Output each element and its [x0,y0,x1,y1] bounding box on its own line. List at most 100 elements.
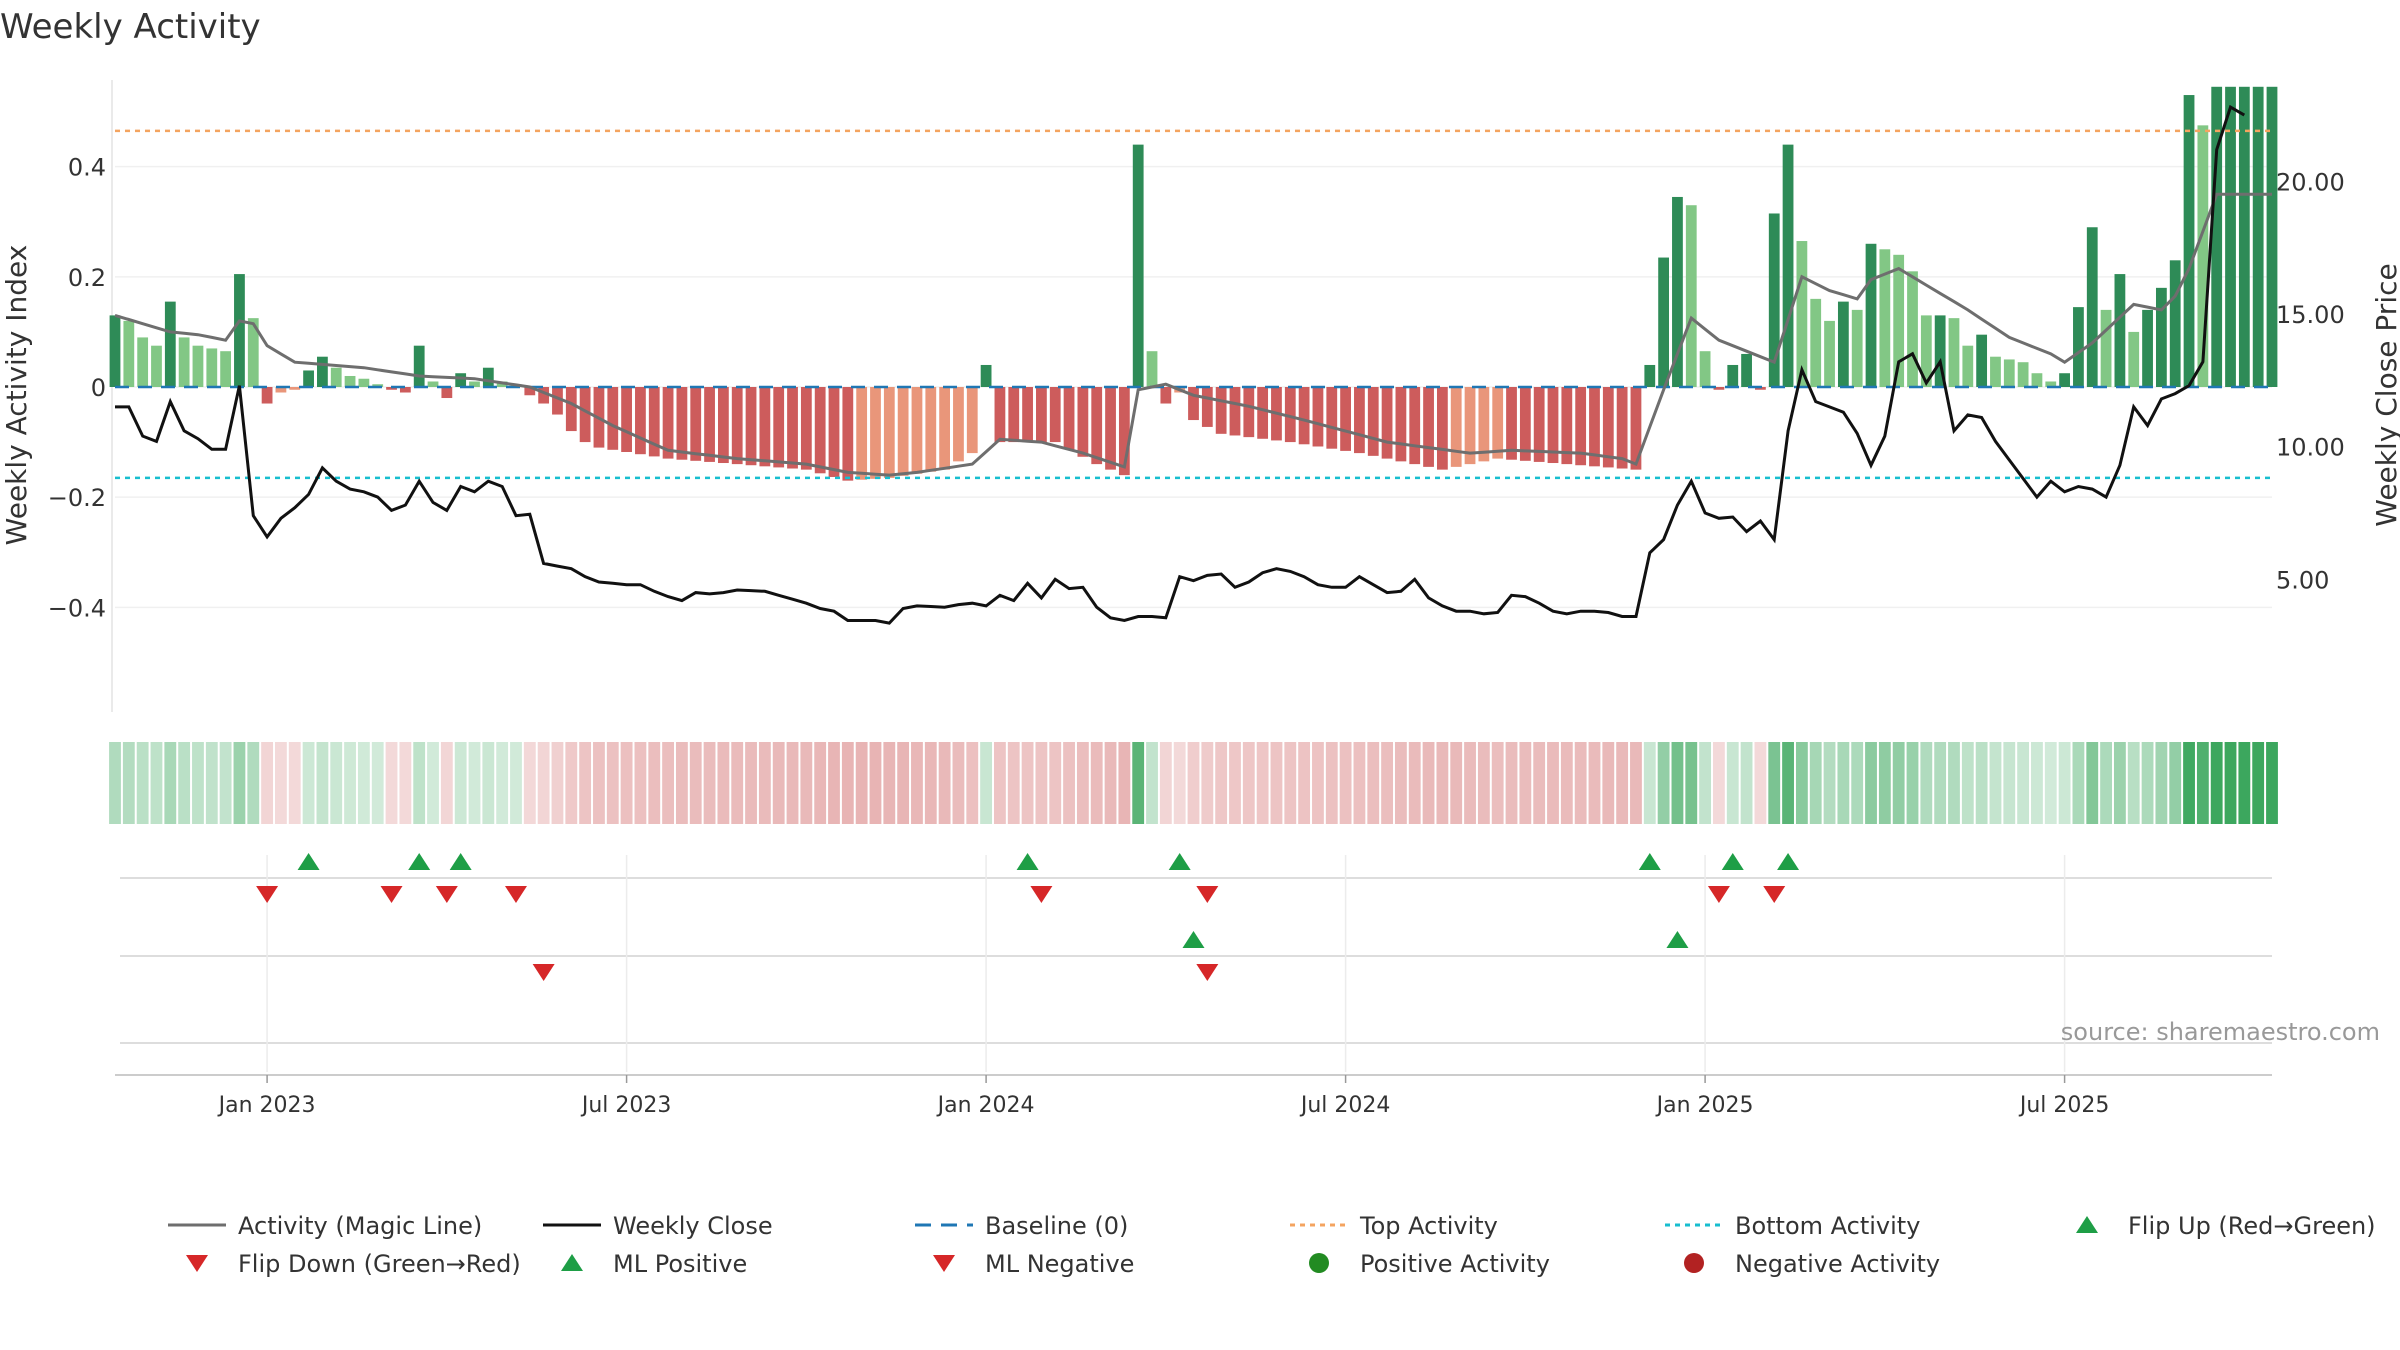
activity-bar [883,387,895,478]
activity-bar [1837,301,1849,387]
heat-cell [413,742,426,824]
heat-cell [966,742,979,824]
legend-swatch-tri-up [561,1254,583,1271]
activity-plot: −0.4 −0.2 0 0.2 0.4 5.00 10.00 15.00 20.00 Weekly… [0,80,2400,712]
heat-cell [385,742,398,824]
heat-cell [233,742,246,824]
activity-bar [966,387,978,454]
activity-bar [787,387,798,469]
heat-cell [897,742,910,824]
activity-bar [1948,318,1960,387]
heat-cell [565,742,578,824]
activity-bar [1354,387,1365,454]
activity-bar [2086,227,2098,387]
activity-bar [303,370,314,387]
signal-markers-panel: Jan 2023 Jul 2023 Jan 2024 Jul 2024 Jan 2025… [115,853,2272,1118]
heat-cell [2017,742,2030,824]
y-axis-label: Weekly Activity Index [0,245,33,546]
heat-cell [1353,742,1366,824]
heat-cell [675,742,688,824]
legend-triangle-up-icon [2076,1216,2098,1233]
heat-cell [814,742,827,824]
activity-bar [1340,387,1351,451]
heat-cell [1242,742,1255,824]
y-tick-label: −0.4 [48,594,106,622]
ml-positive-marker [1182,931,1205,948]
heat-cell [440,742,453,824]
heat-cell [828,742,840,824]
heat-cell [192,742,204,824]
activity-bar [2266,86,2278,387]
activity-bar [648,387,660,457]
heat-cell [1948,742,1960,824]
heat-cell [523,742,536,824]
y2-tick-label: 20.00 [2276,168,2345,196]
heat-cell [1699,742,1712,824]
activity-bar [1976,334,1988,387]
heat-cell [1519,742,1532,824]
heat-cell [2224,742,2237,824]
activity-bar [1132,144,1144,387]
activity-bar [1298,387,1310,445]
heat-cell [2100,742,2112,824]
heat-cell [150,742,163,824]
heat-cell [883,742,896,824]
heat-cell [1270,742,1283,824]
activity-bar [2128,331,2140,387]
activity-bar [2017,362,2029,387]
heat-cell [731,742,744,824]
heat-cell [2266,742,2278,824]
heat-cell [786,742,799,824]
legend-swatch-dot-red [1684,1253,1704,1273]
heat-cell [109,742,121,824]
activity-bar [2142,309,2153,387]
heat-cell [302,742,315,824]
activity-bar [1423,387,1434,467]
heat-cell [2127,742,2140,824]
heat-cell [1187,742,1200,824]
legend-triangle-down-icon [933,1255,955,1272]
heat-cell [1284,742,1297,824]
activity-bar [220,351,232,387]
x-tick-label: Jan 2025 [1655,1093,1754,1118]
heat-cell [1505,742,1518,824]
activity-bar [1492,387,1504,459]
heat-cell [1713,742,1725,824]
heat-cell [1312,742,1324,824]
heat-cell [1201,742,1214,824]
activity-bar [1547,387,1559,464]
activity-bar [1934,315,1946,387]
heat-cell [2058,742,2071,824]
activity-bar [2238,86,2250,387]
activity-bar [1727,364,1739,387]
chart-title: Weekly Activity [0,7,261,47]
heat-cell [1436,742,1449,824]
flip-down-marker [504,886,527,903]
heat-cell [648,742,661,824]
heat-cell [1477,742,1490,824]
heat-cell [1422,742,1435,824]
heat-cell [1118,742,1131,824]
flip-down-marker [1030,886,1053,903]
heat-cell [1726,742,1739,824]
activity-bar [676,387,688,460]
heat-cell [1878,742,1891,824]
activity-bar [939,387,951,470]
activity-bar [2100,309,2112,387]
activity-bar [897,387,909,476]
legend-triangle-down-icon [186,1255,208,1272]
heat-cell [316,742,329,824]
heat-cell [1795,742,1808,824]
activity-bar [358,378,370,387]
heat-cell [606,742,619,824]
activity-bar [1824,320,1835,387]
activity-bar [635,387,646,455]
activity-bar [2155,287,2167,387]
activity-bar [1036,387,1047,443]
heat-cell [1602,742,1615,824]
legend-circle-icon [1684,1253,1704,1273]
activity-bar [344,375,356,387]
activity-bar [1658,257,1670,387]
heat-cell [1450,742,1463,824]
heat-cell [1035,742,1048,824]
